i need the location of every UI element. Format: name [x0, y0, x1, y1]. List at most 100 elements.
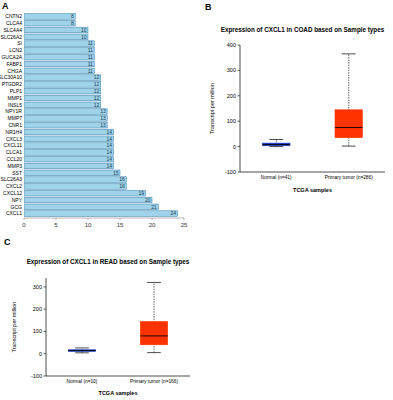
data-label: 12	[94, 95, 100, 101]
data-label: 11	[88, 54, 93, 60]
data-label: 14	[107, 156, 113, 162]
figure: ACNTN28CLCA48SLC4A410SLC26A210SI11LCN211…	[0, 0, 393, 400]
box	[262, 143, 290, 146]
boxes	[68, 282, 167, 352]
category-label: PTGDR2	[2, 81, 23, 87]
data-label: 11	[88, 47, 93, 53]
panel-letter: A	[2, 1, 9, 11]
category-label: CXCL1	[6, 210, 22, 216]
data-label: 11	[88, 40, 93, 46]
bar	[24, 177, 126, 183]
background	[0, 0, 393, 400]
x-axis	[46, 376, 190, 377]
bar	[24, 170, 120, 176]
category-label: MMP3	[8, 163, 23, 169]
bar	[24, 20, 75, 26]
median	[68, 350, 95, 351]
y-axis	[240, 45, 241, 172]
tick	[44, 286, 47, 287]
y-axis-label: Transcript per million	[209, 83, 215, 134]
category-label: GCG	[11, 204, 23, 210]
bar	[24, 197, 152, 203]
data-label: 15	[113, 170, 119, 176]
x-axis	[24, 218, 184, 219]
x-axis	[240, 172, 385, 173]
tick	[24, 218, 25, 220]
data-label: 24	[171, 210, 177, 216]
boxes	[262, 54, 362, 147]
tick	[56, 218, 57, 220]
category-label: CLCA4	[6, 20, 22, 26]
tick-label: 200	[227, 93, 236, 99]
category-label: Primary tumor (n=286)	[325, 175, 374, 180]
data-label: 14	[107, 163, 113, 169]
bar	[24, 109, 107, 115]
category-label: CXCL3	[6, 136, 22, 142]
category-label: Normal (n=10)	[67, 379, 98, 384]
median	[335, 127, 363, 128]
tick-label: 200	[33, 306, 42, 312]
panel-letter: C	[4, 237, 11, 247]
panel-letter: B	[205, 2, 212, 12]
x-axis-label: TCGA samples	[293, 187, 332, 193]
tick	[44, 331, 47, 332]
category-label: MMP1	[8, 95, 23, 101]
tick-label: 25	[181, 222, 188, 228]
whisker-cap	[147, 282, 161, 283]
data-label: 13	[100, 108, 106, 114]
category-label: LCN2	[9, 47, 22, 53]
bar	[24, 184, 126, 190]
data-label: 13	[100, 122, 106, 128]
tick-label: 100	[33, 328, 42, 334]
x-axis-label: TCGA samples	[99, 390, 138, 396]
bar	[24, 190, 146, 196]
bar	[24, 204, 158, 210]
category-label: Primary tumor (n=166)	[130, 379, 179, 384]
tick	[184, 218, 185, 220]
bar	[24, 61, 94, 67]
category-label: CXCL2	[6, 183, 22, 189]
bar	[24, 41, 94, 47]
category-label: INSL5	[8, 102, 22, 108]
tick-label: -100	[31, 373, 42, 379]
whisker-cap	[342, 146, 356, 147]
box	[140, 321, 167, 344]
data-label: 14	[107, 142, 113, 148]
tick	[44, 376, 47, 377]
whisker-cap	[269, 139, 283, 140]
bar	[24, 122, 107, 128]
data-label: 14	[107, 129, 113, 135]
bar	[24, 163, 114, 169]
data-label: 12	[94, 74, 100, 80]
category-label: SLC26A2	[1, 34, 23, 40]
bar	[24, 102, 101, 108]
title: Expression of CXCL1 in READ based on Sam…	[27, 258, 190, 266]
panel-b: BExpression of CXCL1 in COAD based on Sa…	[205, 2, 385, 193]
whisker-cap	[147, 352, 161, 353]
category-label: SST	[12, 170, 22, 176]
tick-label: 0	[39, 351, 42, 357]
tick-label: 10	[85, 222, 92, 228]
tick-label: 0	[22, 222, 26, 228]
category-label: CXCL12	[3, 190, 22, 196]
panel-c: C Expression of CXCL1 in READ based on Sa…	[4, 237, 190, 396]
category-label: MMP7	[8, 115, 23, 121]
data-label: 14	[107, 149, 113, 155]
whisker-cap	[342, 53, 356, 54]
category-label: NPY1R	[5, 108, 22, 114]
tick	[120, 218, 121, 220]
tick-label: 0	[233, 144, 236, 150]
bar	[24, 68, 94, 74]
category-label: GUCA2A	[1, 54, 22, 60]
whisker-cap	[75, 347, 89, 348]
tick-label: 300	[227, 67, 236, 73]
tick	[238, 172, 241, 173]
data-label: 20	[145, 197, 151, 203]
category-label: SLC26A3	[1, 176, 23, 182]
tick	[238, 45, 241, 46]
category-label: SI	[17, 40, 22, 46]
bar	[24, 156, 114, 162]
data-label: 21	[151, 204, 157, 210]
data-label: 8	[71, 20, 74, 26]
tick-label: 15	[117, 222, 124, 228]
